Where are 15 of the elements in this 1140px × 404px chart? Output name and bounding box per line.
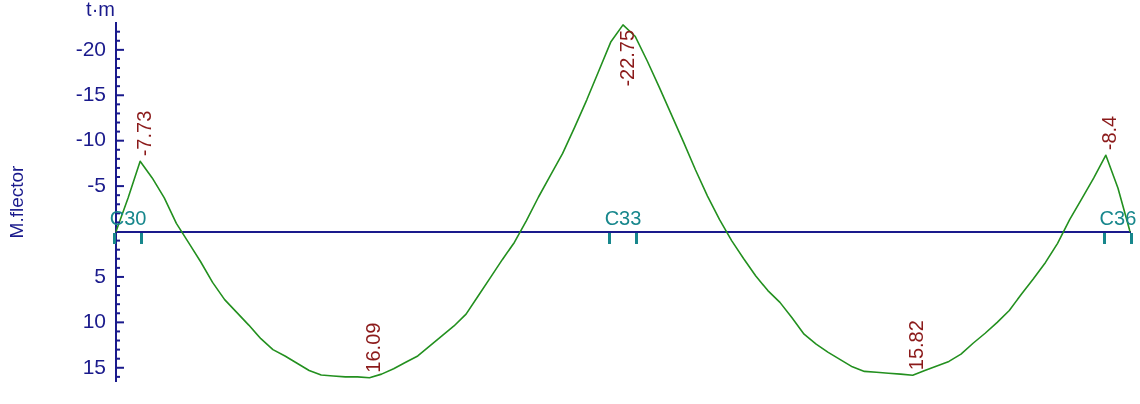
text: t·m (86, 0, 115, 20)
y-tick-label: -15 (75, 82, 106, 106)
y-axis-title: M.flector (5, 164, 27, 239)
data-label: 15.82 (905, 320, 928, 371)
y-tick-label: -20 (75, 36, 106, 60)
data-label: -7.73 (132, 110, 155, 157)
data-label: -8.4 (1098, 115, 1121, 151)
x-tick-label: C33 (604, 207, 642, 230)
data-label: -22.75 (615, 29, 638, 87)
y-tick-label: 15 (82, 354, 106, 378)
data-label: 16.09 (362, 322, 385, 373)
y-tick-label: 5 (94, 263, 106, 287)
y-tick-label: 10 (82, 309, 106, 333)
y-tick-label: -10 (75, 127, 106, 151)
y-tick-label: -5 (87, 172, 106, 196)
